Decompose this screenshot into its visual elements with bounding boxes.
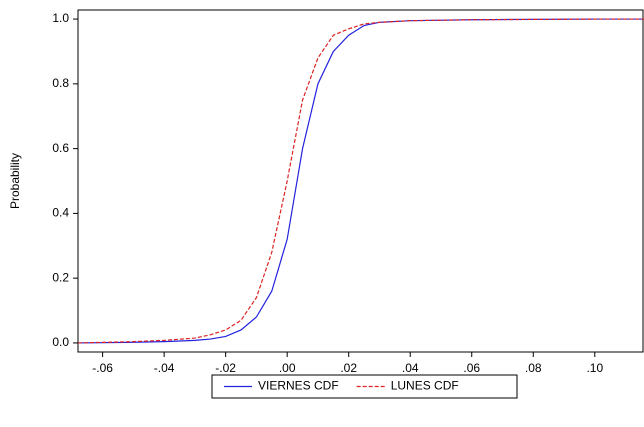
y-tick-label: 0.4 bbox=[52, 206, 69, 220]
x-tick-label: .00 bbox=[279, 361, 296, 375]
y-tick-label: 0.8 bbox=[52, 76, 69, 90]
legend-label: LUNES CDF bbox=[391, 379, 459, 393]
x-tick-label: -.06 bbox=[92, 361, 113, 375]
x-tick-label: -.04 bbox=[154, 361, 175, 375]
x-tick-label: .06 bbox=[463, 361, 480, 375]
x-tick-label: .10 bbox=[586, 361, 603, 375]
x-tick-label: .02 bbox=[340, 361, 357, 375]
cdf-line bbox=[77, 18, 644, 344]
y-tick-label: 0.0 bbox=[52, 335, 69, 349]
y-tick-label: 1.0 bbox=[52, 11, 69, 25]
x-tick-label: .04 bbox=[402, 361, 419, 375]
legend-label: VIERNES CDF bbox=[258, 379, 339, 393]
x-tick-label: -.02 bbox=[215, 361, 236, 375]
cdf-line bbox=[77, 18, 644, 344]
y-tick-label: 0.2 bbox=[52, 270, 69, 284]
x-tick-label: .08 bbox=[525, 361, 542, 375]
plot-frame bbox=[77, 9, 644, 353]
y-axis-label: Probability bbox=[8, 153, 22, 209]
y-tick-label: 0.6 bbox=[52, 141, 69, 155]
